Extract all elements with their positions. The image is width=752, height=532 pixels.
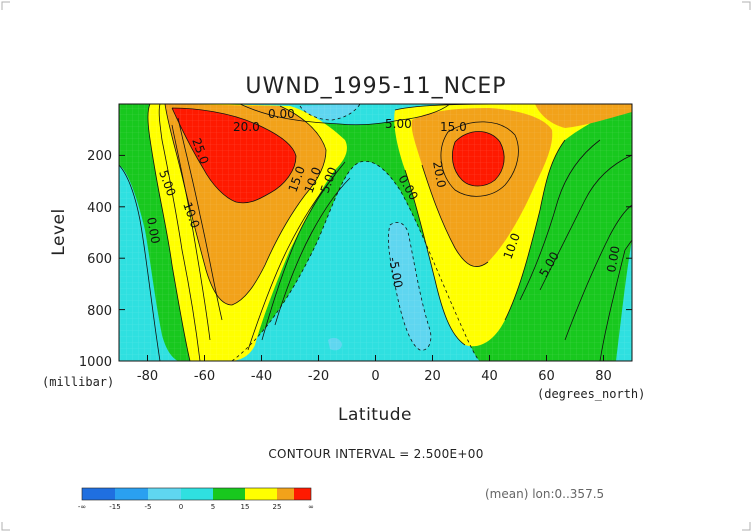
contour-interval-label: CONTOUR INTERVAL = 2.500E+00 [268,447,483,461]
x-axis-title: Latitude [338,405,412,425]
x-tick-label: 20 [424,369,441,384]
colorbar-label: -15 [109,503,120,511]
y-tick-label: 1000 [79,355,112,370]
grid-overlay [119,104,632,361]
colorbar-label: 15 [241,503,250,511]
colorbar-label: ∞ [308,503,314,511]
colorbar-swatch [148,488,181,500]
chart-title: UWND_1995-11_NCEP [245,74,506,99]
colorbar-swatch [181,488,213,500]
x-tick-label: 60 [538,369,555,384]
x-axis-unit: (degrees_north) [537,387,645,401]
y-axis-unit: (millibar) [42,375,114,389]
contour-label-000-top: 0.00 [268,107,295,121]
y-tick-label: 600 [87,252,112,267]
y-tick-label: 400 [87,201,112,216]
y-tick-label: 800 [87,304,112,319]
colorbar-label: -5 [145,503,152,511]
x-axis: -80 -60 -40 -20 0 20 40 60 80 (degrees_n… [137,355,645,425]
contour-label-200-north: 20.0 [430,160,448,189]
mean-note: (mean) lon:0..357.5 [485,487,604,501]
x-tick-label: -40 [251,369,272,384]
contour-label-000-south: 0.00 [144,216,162,245]
colorbar-swatch [277,488,294,500]
x-tick-label: -60 [194,369,215,384]
colorbar-label: 25 [273,503,282,511]
y-axis-title: Level [49,208,69,255]
contour-label-200-south: 20.0 [233,120,260,134]
colorbar: -∞ -15 -5 0 5 15 25 ∞ [78,487,314,511]
colorbar-label: 5 [211,503,215,511]
colorbar-label: -∞ [78,503,86,511]
x-tick-label: -20 [308,369,329,384]
colorbar-label: 0 [179,503,183,511]
y-axis: 1000 800 600 400 200 Level (millibar) [42,149,632,389]
x-tick-label: 40 [481,369,498,384]
x-tick-label: 80 [595,369,612,384]
colorbar-swatch [294,488,311,500]
contour-label-neg500: -5.00 [386,256,405,289]
colorbar-swatch [115,488,148,500]
contour-label-150-north: 15.0 [440,120,467,134]
x-tick-label: 0 [371,369,379,384]
x-tick-label: -80 [137,369,158,384]
colorbar-frame [81,487,312,501]
contour-label-500-top: 5.00 [385,117,412,131]
colorbar-swatch [82,488,115,500]
y-tick-label: 200 [87,149,112,164]
colorbar-swatch [245,488,277,500]
contour-lines [119,104,632,361]
colorbar-swatch [213,488,245,500]
contour-label-000-north: 0.00 [604,245,622,274]
plot-area [119,104,632,361]
